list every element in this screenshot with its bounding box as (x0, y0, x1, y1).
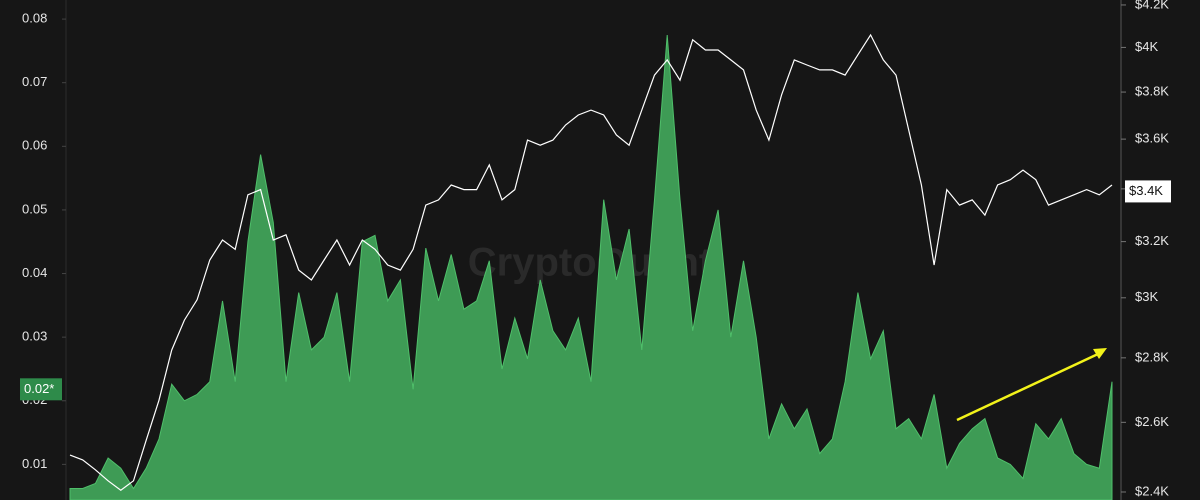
y2-tick-label: $4.2K (1135, 0, 1169, 11)
area (69, 34, 1113, 500)
y-tick-label: 0.01 (22, 456, 47, 471)
y2-tick-label: $3K (1135, 289, 1158, 304)
y2-tick-label: $3.8K (1135, 83, 1169, 98)
annotation-arrow (956, 352, 1099, 422)
y-tick-label: 0.04 (22, 265, 47, 280)
arrow-head (1093, 348, 1107, 359)
y-tick-label: 0.07 (22, 74, 47, 89)
y2-tick-label: $4K (1135, 39, 1158, 54)
marker-box (1125, 180, 1171, 203)
y-tick-label: 0.08 (22, 11, 47, 26)
plot (69, 33, 1113, 500)
y2-tick-label: $2.4K (1135, 483, 1169, 498)
y-tick-label: 0.06 (22, 138, 47, 153)
y2-tick-label: $2.8K (1135, 349, 1169, 364)
marker-label: $3.4K (1129, 183, 1163, 198)
y2-tick-label: $3.2K (1135, 233, 1169, 248)
y2-tick-label: $3.6K (1135, 131, 1169, 146)
marker-box (20, 378, 62, 401)
y2-tick-label: $2.6K (1135, 414, 1169, 429)
y-tick-label: 0.03 (22, 329, 47, 344)
line (69, 33, 1113, 491)
y-tick-label: 0.05 (22, 201, 47, 216)
marker-label: 0.02* (24, 381, 54, 396)
